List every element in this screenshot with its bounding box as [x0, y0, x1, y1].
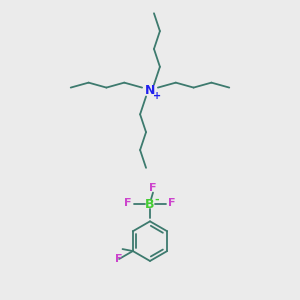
Text: F: F: [168, 199, 176, 208]
Text: -: -: [154, 194, 159, 205]
Text: N: N: [145, 84, 155, 97]
Text: B: B: [145, 198, 155, 211]
Text: F: F: [124, 199, 132, 208]
Text: F: F: [149, 183, 157, 193]
Text: F: F: [116, 254, 123, 264]
Text: +: +: [153, 91, 161, 100]
